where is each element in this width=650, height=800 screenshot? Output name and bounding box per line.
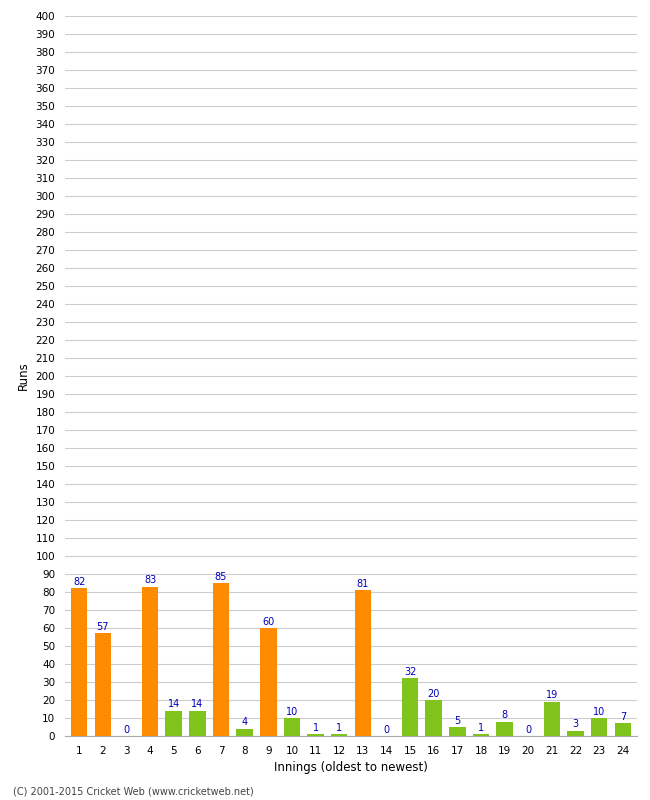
Text: 14: 14: [191, 699, 203, 710]
Text: 10: 10: [286, 706, 298, 717]
Text: 3: 3: [573, 719, 578, 729]
Text: 8: 8: [502, 710, 508, 720]
Bar: [449, 727, 465, 736]
Bar: [567, 730, 584, 736]
Y-axis label: Runs: Runs: [17, 362, 30, 390]
X-axis label: Innings (oldest to newest): Innings (oldest to newest): [274, 762, 428, 774]
Bar: [71, 589, 88, 736]
Bar: [213, 583, 229, 736]
Bar: [94, 634, 111, 736]
Text: 19: 19: [546, 690, 558, 700]
Bar: [473, 734, 489, 736]
Text: 20: 20: [428, 689, 440, 698]
Text: 82: 82: [73, 577, 85, 587]
Bar: [166, 711, 182, 736]
Bar: [142, 586, 159, 736]
Bar: [189, 711, 205, 736]
Text: 32: 32: [404, 667, 416, 677]
Text: 1: 1: [313, 722, 318, 733]
Text: 10: 10: [593, 706, 605, 717]
Bar: [307, 734, 324, 736]
Bar: [426, 700, 442, 736]
Bar: [237, 729, 253, 736]
Bar: [283, 718, 300, 736]
Bar: [331, 734, 348, 736]
Bar: [614, 723, 631, 736]
Bar: [260, 628, 276, 736]
Text: 81: 81: [357, 578, 369, 589]
Text: 0: 0: [384, 725, 389, 734]
Text: 83: 83: [144, 575, 156, 585]
Bar: [497, 722, 513, 736]
Bar: [591, 718, 608, 736]
Text: 60: 60: [262, 617, 274, 626]
Text: 14: 14: [168, 699, 180, 710]
Text: 1: 1: [336, 722, 343, 733]
Bar: [402, 678, 419, 736]
Text: 0: 0: [525, 725, 531, 734]
Bar: [354, 590, 371, 736]
Bar: [543, 702, 560, 736]
Text: 7: 7: [619, 712, 626, 722]
Text: 5: 5: [454, 715, 460, 726]
Text: 0: 0: [124, 725, 129, 734]
Text: 85: 85: [214, 571, 227, 582]
Text: 57: 57: [97, 622, 109, 632]
Text: (C) 2001-2015 Cricket Web (www.cricketweb.net): (C) 2001-2015 Cricket Web (www.cricketwe…: [13, 786, 254, 796]
Text: 1: 1: [478, 722, 484, 733]
Text: 4: 4: [242, 718, 248, 727]
